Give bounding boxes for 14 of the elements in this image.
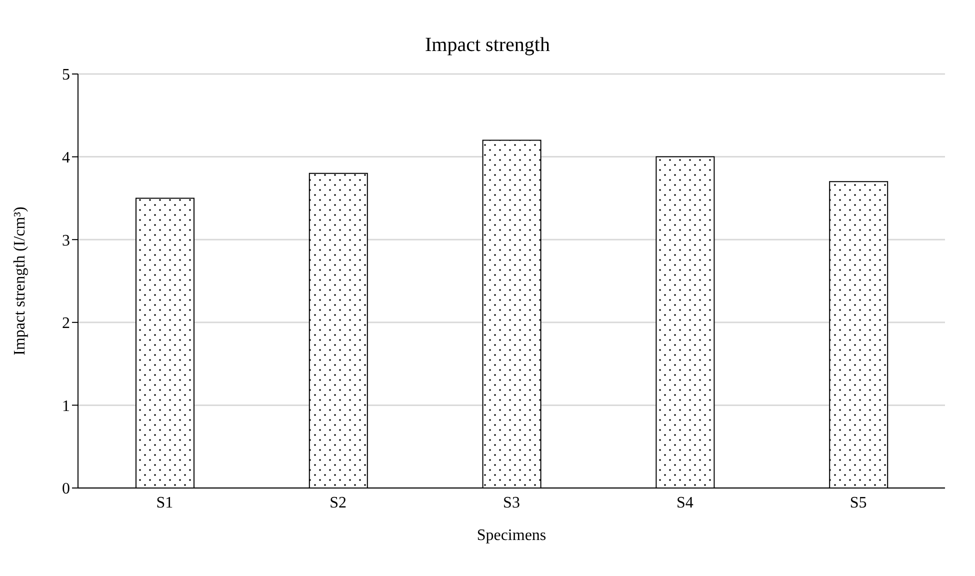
y-tick-label: 1	[62, 398, 70, 415]
y-tick-label: 4	[62, 149, 70, 166]
x-tick-label: S3	[503, 494, 520, 512]
y-tick-label: 3	[62, 232, 70, 250]
x-tick-label: S1	[156, 494, 174, 512]
x-tick-label: S4	[676, 494, 694, 512]
y-tick-label: 2	[62, 315, 70, 332]
x-axis-title: Specimens	[476, 527, 546, 544]
y-tick-label: 5	[62, 66, 70, 84]
x-tick-label: S5	[850, 494, 867, 512]
y-tick-label: 0	[62, 480, 70, 498]
chart-title: Impact strength	[424, 34, 551, 57]
x-tick-label: S2	[330, 494, 347, 512]
y-axis-title: Impact strength (I/cm³)	[12, 206, 28, 356]
